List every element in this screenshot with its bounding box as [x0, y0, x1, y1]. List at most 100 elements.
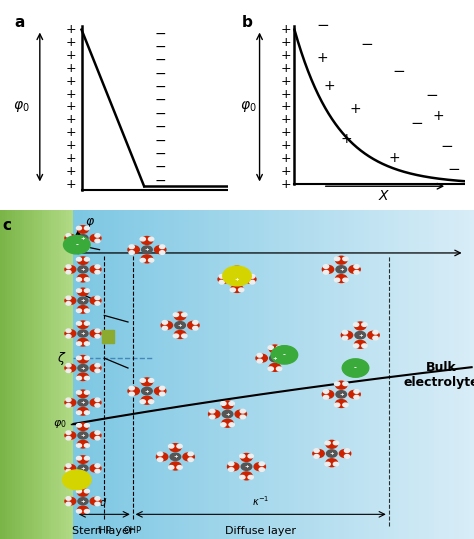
- Circle shape: [355, 341, 366, 348]
- Text: $\varphi_0$: $\varphi_0$: [240, 100, 257, 114]
- Circle shape: [78, 489, 88, 496]
- Circle shape: [182, 313, 187, 316]
- Bar: [394, 210, 400, 539]
- Circle shape: [268, 345, 273, 349]
- Circle shape: [193, 321, 198, 324]
- Circle shape: [313, 450, 324, 458]
- Circle shape: [66, 502, 71, 506]
- Text: +: +: [433, 109, 444, 123]
- Text: +: +: [324, 79, 335, 93]
- Circle shape: [276, 367, 282, 371]
- Bar: [56, 210, 60, 539]
- Circle shape: [231, 266, 243, 274]
- Bar: [449, 210, 455, 539]
- Circle shape: [228, 468, 234, 472]
- Circle shape: [66, 404, 71, 407]
- Circle shape: [373, 330, 378, 334]
- Circle shape: [65, 297, 76, 305]
- Text: +: +: [281, 100, 291, 114]
- Circle shape: [257, 354, 262, 357]
- Text: +: +: [66, 165, 76, 178]
- Bar: [359, 210, 365, 539]
- Text: +: +: [339, 267, 344, 272]
- Bar: [148, 210, 155, 539]
- Bar: [269, 210, 274, 539]
- Circle shape: [354, 396, 359, 399]
- Circle shape: [170, 453, 181, 460]
- Circle shape: [240, 475, 245, 479]
- Circle shape: [345, 449, 350, 452]
- Text: $\zeta$: $\zeta$: [57, 350, 66, 367]
- Circle shape: [95, 239, 100, 243]
- Circle shape: [90, 497, 101, 505]
- Bar: [369, 210, 375, 539]
- Bar: [51, 210, 55, 539]
- Bar: [102, 330, 114, 343]
- Circle shape: [229, 423, 234, 426]
- Text: +: +: [281, 23, 291, 36]
- Text: +: +: [341, 132, 353, 146]
- Circle shape: [283, 354, 294, 362]
- Circle shape: [78, 234, 88, 241]
- Circle shape: [259, 468, 264, 472]
- Circle shape: [323, 265, 328, 268]
- Text: −: −: [426, 88, 438, 103]
- Circle shape: [76, 476, 82, 480]
- Circle shape: [76, 457, 82, 460]
- Bar: [32, 210, 35, 539]
- Circle shape: [148, 237, 154, 241]
- Circle shape: [90, 234, 101, 242]
- Text: +: +: [81, 331, 85, 336]
- Text: OHP: OHP: [124, 526, 142, 535]
- Bar: [219, 210, 225, 539]
- Text: −: −: [155, 107, 166, 121]
- Circle shape: [84, 246, 90, 250]
- Circle shape: [314, 449, 319, 452]
- Circle shape: [155, 387, 166, 395]
- Circle shape: [333, 462, 338, 466]
- Text: −: −: [155, 93, 166, 107]
- Bar: [183, 210, 190, 539]
- Bar: [42, 210, 45, 539]
- Text: −: −: [410, 116, 423, 132]
- Circle shape: [326, 459, 337, 467]
- Text: −: −: [155, 120, 166, 134]
- Circle shape: [78, 330, 88, 337]
- Text: +: +: [81, 433, 85, 438]
- Circle shape: [232, 275, 242, 283]
- Circle shape: [342, 359, 369, 377]
- Circle shape: [323, 390, 328, 393]
- Circle shape: [156, 453, 168, 461]
- Bar: [29, 210, 33, 539]
- Circle shape: [63, 470, 91, 489]
- Circle shape: [95, 329, 100, 333]
- Bar: [189, 210, 194, 539]
- Circle shape: [193, 326, 198, 330]
- Circle shape: [250, 274, 255, 278]
- Circle shape: [269, 345, 281, 353]
- Circle shape: [84, 457, 90, 460]
- Circle shape: [314, 454, 319, 458]
- Circle shape: [288, 359, 293, 363]
- Bar: [314, 210, 320, 539]
- Circle shape: [221, 402, 226, 405]
- Circle shape: [76, 424, 82, 427]
- Circle shape: [90, 465, 101, 472]
- Circle shape: [245, 275, 256, 283]
- Bar: [93, 210, 100, 539]
- Circle shape: [95, 302, 100, 305]
- Circle shape: [268, 367, 273, 371]
- Circle shape: [175, 322, 185, 329]
- Circle shape: [65, 399, 76, 406]
- Circle shape: [78, 266, 88, 273]
- Circle shape: [78, 423, 88, 431]
- Circle shape: [78, 257, 88, 265]
- Bar: [289, 210, 295, 539]
- Circle shape: [84, 376, 90, 380]
- Circle shape: [128, 246, 139, 254]
- Bar: [144, 210, 149, 539]
- Text: +: +: [66, 178, 76, 191]
- Circle shape: [76, 411, 82, 414]
- Circle shape: [66, 302, 71, 305]
- Bar: [344, 210, 350, 539]
